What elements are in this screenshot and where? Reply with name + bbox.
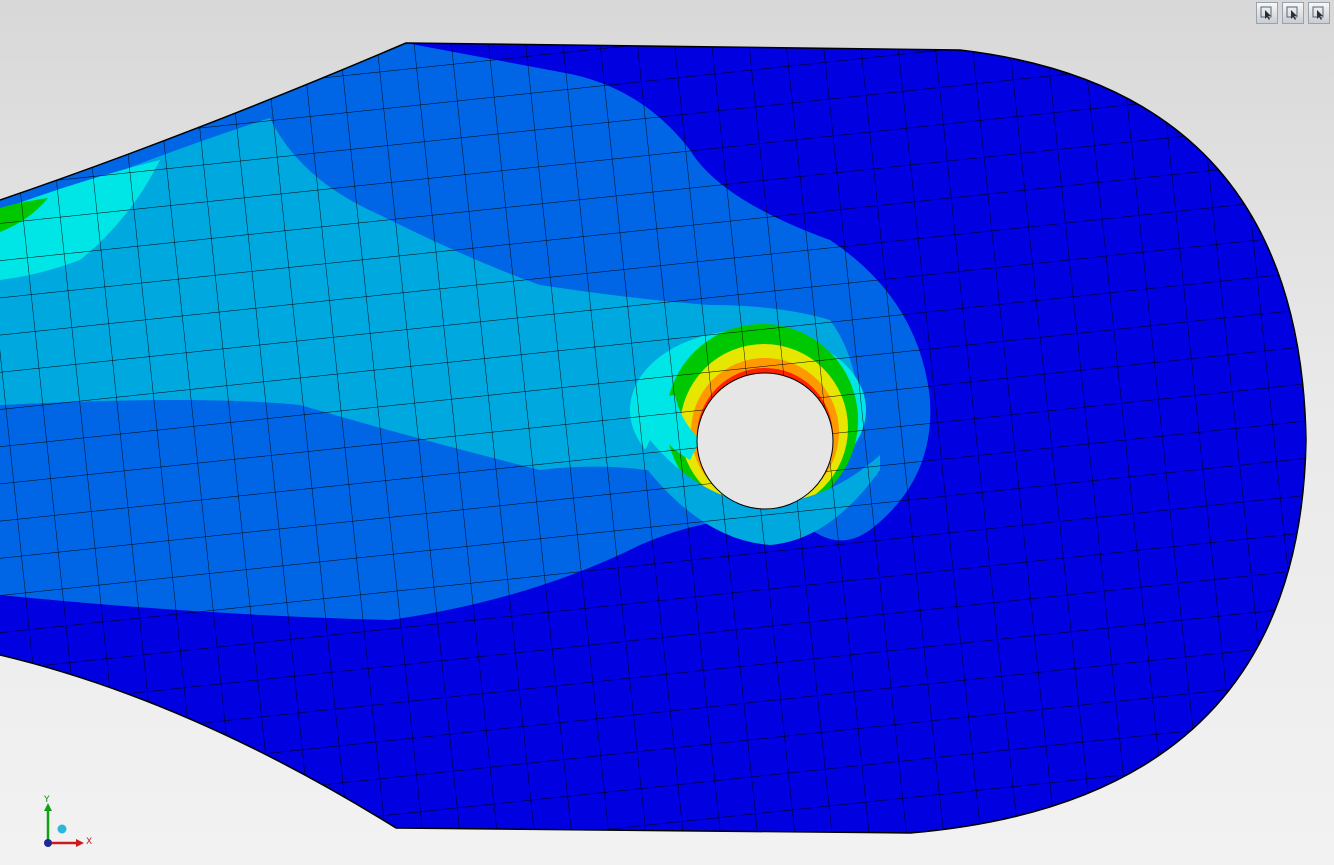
bolt-hole [696, 372, 834, 510]
view-select-button-1[interactable] [1256, 2, 1278, 24]
triad-axes-icon [44, 803, 84, 847]
view-toolbar [1256, 2, 1330, 24]
view-select-icon [1286, 6, 1300, 20]
coordinate-triad: Y X [36, 795, 106, 855]
axis-x-label: X [86, 837, 93, 847]
view-select-button-2[interactable] [1282, 2, 1304, 24]
axis-y-label: Y [44, 795, 50, 805]
view-select-icon [1312, 6, 1326, 20]
view-select-button-3[interactable] [1308, 2, 1330, 24]
part-outline [0, 42, 1307, 834]
view-select-icon [1260, 6, 1274, 20]
